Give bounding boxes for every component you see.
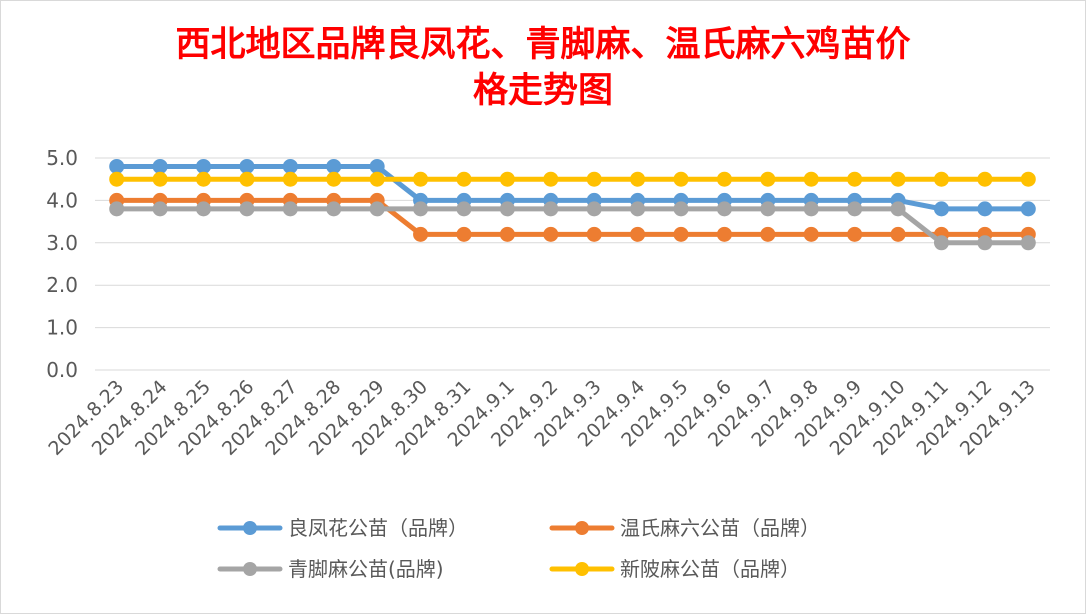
data-point xyxy=(282,201,298,217)
data-point xyxy=(152,171,168,187)
data-point xyxy=(1020,171,1036,187)
legend-swatch-marker xyxy=(575,562,589,576)
chart-title-line-1: 西北地区品牌良凤花、青脚麻、温氏麻六鸡苗价 xyxy=(175,24,911,65)
data-point xyxy=(803,171,819,187)
legend-swatch-marker xyxy=(243,562,257,576)
y-tick-label: 4.0 xyxy=(46,188,78,212)
data-point xyxy=(803,201,819,217)
data-point xyxy=(369,201,385,217)
series-line xyxy=(114,206,1031,246)
data-point xyxy=(369,158,385,174)
data-point xyxy=(369,171,385,187)
data-point xyxy=(630,201,646,217)
data-point xyxy=(847,171,863,187)
grid-lines xyxy=(95,157,1050,371)
data-point xyxy=(152,201,168,217)
data-point xyxy=(630,226,646,242)
data-point xyxy=(586,201,602,217)
data-point xyxy=(326,201,342,217)
data-point xyxy=(326,158,342,174)
data-point xyxy=(933,171,949,187)
x-axis-ticks: 2024.8.232024.8.242024.8.252024.8.262024… xyxy=(44,376,1040,460)
data-point xyxy=(456,201,472,217)
y-tick-label: 0.0 xyxy=(46,358,78,382)
data-point xyxy=(803,226,819,242)
legend-label: 温氏麻六公苗（品牌） xyxy=(620,516,820,540)
series-group xyxy=(109,158,1036,251)
data-point xyxy=(543,226,559,242)
data-point xyxy=(630,171,646,187)
data-point xyxy=(977,235,993,251)
data-point xyxy=(152,158,168,174)
data-point xyxy=(109,171,125,187)
chart-title: 西北地区品牌良凤花、青脚麻、温氏麻六鸡苗价 格走势图 xyxy=(0,22,1086,114)
series-line xyxy=(114,197,1031,237)
data-point xyxy=(282,171,298,187)
data-point xyxy=(109,158,125,174)
data-point xyxy=(543,171,559,187)
data-point xyxy=(239,158,255,174)
data-point xyxy=(673,171,689,187)
legend-label: 新陂麻公苗（品牌） xyxy=(620,557,800,581)
data-point xyxy=(196,171,212,187)
y-tick-label: 1.0 xyxy=(46,316,78,340)
data-point xyxy=(499,226,515,242)
data-point xyxy=(499,171,515,187)
data-point xyxy=(282,158,298,174)
y-tick-label: 5.0 xyxy=(46,146,78,170)
legend-swatch-marker xyxy=(243,521,257,535)
y-axis-ticks: 0.0 1.0 2.0 3.0 4.0 5.0 xyxy=(46,146,78,382)
data-point xyxy=(413,171,429,187)
data-point xyxy=(326,171,342,187)
data-point xyxy=(196,201,212,217)
data-point xyxy=(413,226,429,242)
legend-swatch-marker xyxy=(575,521,589,535)
data-point xyxy=(109,201,125,217)
data-point xyxy=(890,226,906,242)
data-point xyxy=(586,171,602,187)
data-point xyxy=(586,226,602,242)
data-point xyxy=(239,171,255,187)
data-point xyxy=(1020,201,1036,217)
data-point xyxy=(716,226,732,242)
data-point xyxy=(847,201,863,217)
data-point xyxy=(847,226,863,242)
data-point xyxy=(760,226,776,242)
data-point xyxy=(543,201,559,217)
chart-title-line-2: 格走势图 xyxy=(472,70,613,111)
data-point xyxy=(760,201,776,217)
data-point xyxy=(1020,235,1036,251)
data-point xyxy=(239,201,255,217)
data-point xyxy=(499,201,515,217)
data-point xyxy=(716,171,732,187)
data-point xyxy=(977,171,993,187)
data-point xyxy=(890,201,906,217)
legend-label: 良凤花公苗（品牌） xyxy=(288,516,468,540)
data-point xyxy=(456,226,472,242)
data-point xyxy=(933,235,949,251)
data-point xyxy=(673,201,689,217)
data-point xyxy=(413,201,429,217)
data-point xyxy=(977,201,993,217)
y-tick-label: 3.0 xyxy=(46,231,78,255)
data-point xyxy=(673,226,689,242)
data-point xyxy=(890,171,906,187)
series-line xyxy=(114,163,1031,212)
data-point xyxy=(760,171,776,187)
data-point xyxy=(456,171,472,187)
y-tick-label: 2.0 xyxy=(46,273,78,297)
data-point xyxy=(196,158,212,174)
data-point xyxy=(933,201,949,217)
legend: 良凤花公苗（品牌） 温氏麻六公苗（品牌） 青脚麻公苗(品牌) 新陂麻公苗（品牌） xyxy=(217,516,820,581)
legend-label: 青脚麻公苗(品牌) xyxy=(288,557,444,581)
data-point xyxy=(716,201,732,217)
